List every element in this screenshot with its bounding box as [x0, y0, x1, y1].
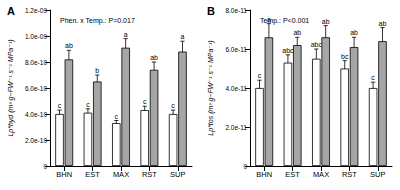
- svg-text:1.0e-09: 1.0e-09: [25, 33, 47, 40]
- svg-text:c: c: [143, 98, 147, 105]
- svg-text:c: c: [58, 102, 62, 109]
- svg-text:BHN: BHN: [256, 170, 272, 179]
- svg-text:6.0e-11: 6.0e-11: [225, 46, 247, 53]
- svg-text:4.0e-10: 4.0e-10: [25, 111, 47, 118]
- svg-text:MAX: MAX: [113, 170, 129, 179]
- svg-text:SUP: SUP: [370, 170, 385, 179]
- svg-text:abc: abc: [282, 47, 294, 54]
- svg-text:c: c: [371, 74, 375, 81]
- svg-text:c: c: [258, 72, 262, 79]
- svg-text:1.2e-09: 1.2e-09: [25, 7, 47, 14]
- svg-text:6.0e-10: 6.0e-10: [25, 85, 47, 92]
- svg-text:RST: RST: [342, 170, 357, 179]
- svg-text:2.0e-11: 2.0e-11: [225, 124, 247, 131]
- svg-text:Temp.: P<0.001: Temp.: P<0.001: [260, 17, 309, 25]
- svg-text:c: c: [171, 102, 175, 109]
- svg-text:ab: ab: [65, 42, 73, 49]
- svg-text:SUP: SUP: [170, 170, 185, 179]
- svg-text:BHN: BHN: [56, 170, 72, 179]
- svg-text:ab: ab: [150, 54, 158, 61]
- svg-text:Lp*hyd (m³ g−FW⁻¹ s⁻¹ MPa⁻¹): Lp*hyd (m³ g−FW⁻¹ s⁻¹ MPa⁻¹): [7, 39, 15, 136]
- svg-text:a: a: [124, 31, 128, 38]
- svg-text:c: c: [86, 101, 90, 108]
- svg-text:EST: EST: [285, 170, 300, 179]
- svg-text:2.0e-10: 2.0e-10: [25, 137, 47, 144]
- svg-text:4.0e-11: 4.0e-11: [225, 85, 247, 92]
- svg-text:abc: abc: [311, 41, 323, 48]
- svg-text:EST: EST: [85, 170, 100, 179]
- svg-text:Lp*tos (m³ g−FW⁻¹ s⁻¹ MPa⁻¹): Lp*tos (m³ g−FW⁻¹ s⁻¹ MPa⁻¹): [207, 40, 215, 135]
- svg-text:ab: ab: [350, 29, 358, 36]
- svg-text:8.0e-11: 8.0e-11: [225, 7, 247, 14]
- svg-text:8.0e-10: 8.0e-10: [25, 59, 47, 66]
- svg-text:MAX: MAX: [313, 170, 329, 179]
- svg-text:0: 0: [43, 163, 47, 170]
- svg-text:ab: ab: [293, 29, 301, 36]
- svg-text:B: B: [207, 5, 215, 17]
- svg-text:ab: ab: [379, 20, 387, 27]
- svg-text:ab: ab: [322, 18, 330, 25]
- svg-text:a: a: [181, 33, 185, 40]
- svg-text:A: A: [7, 5, 15, 17]
- svg-text:Phen. x Temp.: P=0.017: Phen. x Temp.: P=0.017: [60, 17, 135, 25]
- svg-text:c: c: [115, 113, 119, 120]
- svg-text:RST: RST: [142, 170, 157, 179]
- svg-text:bc: bc: [341, 53, 349, 60]
- svg-text:0: 0: [243, 163, 247, 170]
- svg-text:b: b: [95, 67, 99, 74]
